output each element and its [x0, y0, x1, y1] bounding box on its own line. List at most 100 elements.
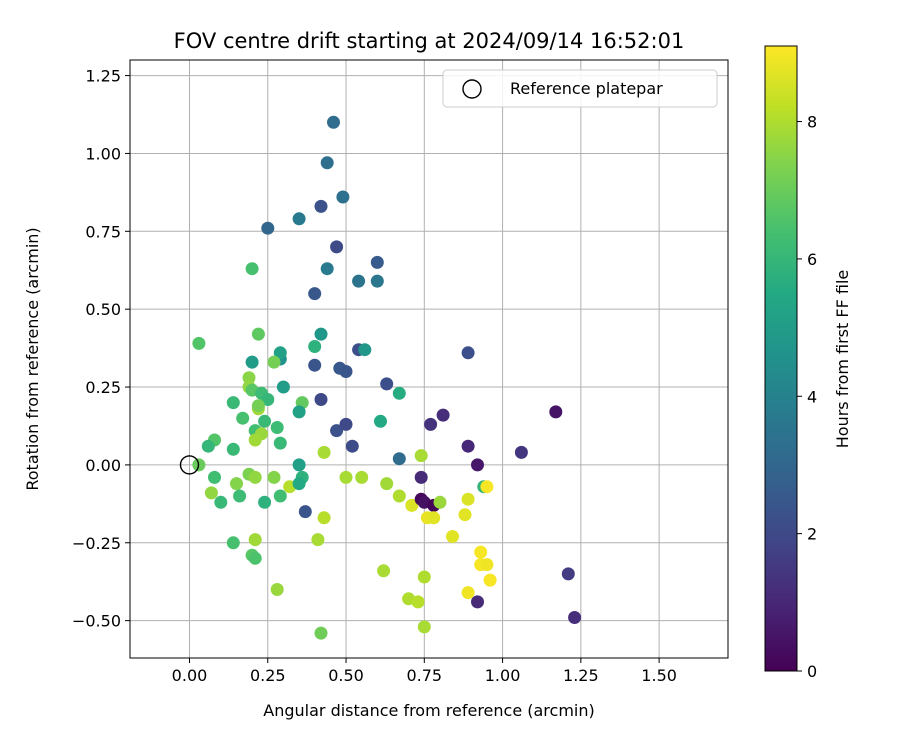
scatter-point: [480, 480, 494, 494]
scatter-point: [267, 470, 281, 484]
scatter-point: [314, 199, 328, 213]
scatter-point: [308, 287, 322, 301]
x-axis-label: Angular distance from reference (arcmin): [263, 701, 594, 720]
scatter-point: [292, 212, 306, 226]
scatter-point: [314, 327, 328, 341]
y-axis-label: Rotation from reference (arcmin): [23, 227, 42, 490]
x-axis-ticks: 0.00 0.25 0.50 0.75 1.00 1.25 1.50: [172, 658, 677, 685]
y-tick-label: 1.25: [85, 67, 121, 86]
scatter-point: [245, 355, 259, 369]
scatter-point: [461, 492, 475, 506]
scatter-point: [336, 190, 350, 204]
y-axis-ticks: −0.50 −0.25 0.00 0.25 0.50 0.75 1.00 1.25: [72, 67, 130, 631]
scatter-point: [355, 470, 369, 484]
scatter-point: [214, 495, 228, 509]
y-tick-label: 0.00: [85, 456, 121, 475]
y-tick-label: 1.00: [85, 144, 121, 163]
y-tick-label: 0.75: [85, 222, 121, 241]
colorbar-tick-label: 2: [807, 525, 817, 544]
scatter-point: [192, 336, 206, 350]
scatter-point: [411, 595, 425, 609]
colorbar-gradient: [764, 45, 798, 672]
scatter-point: [226, 536, 240, 550]
scatter-point: [314, 393, 328, 406]
scatter-point: [339, 365, 353, 378]
scatter-point: [226, 442, 240, 456]
scatter-point: [201, 439, 215, 453]
scatter-point: [258, 495, 272, 509]
scatter-point: [370, 274, 384, 288]
scatter-point: [311, 533, 325, 547]
scatter-point: [374, 414, 387, 428]
scatter-point: [345, 439, 359, 453]
scatter-point: [461, 439, 475, 453]
scatter-point: [380, 377, 394, 391]
scatter-point: [308, 340, 322, 353]
plot-frame: [129, 59, 729, 659]
scatter-point: [461, 346, 475, 360]
scatter-point: [392, 489, 406, 503]
x-tick-label: 0.75: [406, 666, 442, 685]
x-tick-label: 1.50: [641, 666, 677, 685]
scatter-point: [242, 371, 256, 385]
colorbar-label: Hours from first FF file: [833, 270, 852, 449]
scatter-point: [483, 573, 497, 587]
legend: Reference platepar: [442, 69, 718, 108]
scatter-point: [561, 567, 575, 581]
scatter-point: [233, 489, 247, 503]
legend-label: Reference platepar: [510, 79, 663, 98]
colorbar-tick-label: 0: [807, 662, 817, 681]
scatter-point: [330, 424, 344, 438]
colorbar-tick-label: 8: [807, 113, 817, 132]
scatter-point: [314, 626, 328, 640]
scatter-point: [414, 470, 428, 484]
colorbar: 0 2 4 6 8 Hours from first FF file: [764, 45, 852, 681]
scatter-point: [424, 417, 438, 431]
scatter-point: [474, 545, 488, 559]
scatter-point: [392, 386, 406, 400]
scatter-point: [236, 411, 250, 425]
y-tick-label: 0.50: [85, 300, 121, 319]
scatter-point: [251, 399, 265, 413]
colorbar-tick-label: 6: [807, 250, 817, 269]
scatter-point: [392, 452, 406, 466]
colorbar-tick-label: 4: [807, 387, 817, 406]
scatter-point: [417, 620, 431, 634]
scatter-point: [261, 221, 275, 235]
x-tick-label: 0.50: [328, 666, 364, 685]
scatter-point: [568, 611, 582, 624]
colorbar-ticks: 0 2 4 6 8: [797, 113, 817, 681]
scatter-point: [258, 414, 272, 428]
x-tick-label: 0.00: [172, 666, 208, 685]
scatter-point: [414, 449, 428, 463]
scatter-point: [226, 396, 240, 410]
scatter-point: [248, 433, 262, 447]
scatter-point: [245, 262, 259, 276]
scatter-point: [339, 470, 353, 484]
scatter-point: [273, 489, 287, 503]
scatter-point: [230, 477, 243, 491]
scatter-point: [292, 477, 306, 491]
scatter-point: [433, 495, 447, 509]
scatter-point: [514, 445, 528, 459]
scatter-point: [248, 470, 262, 484]
scatter-point: [471, 595, 484, 609]
scatter-point: [352, 274, 366, 288]
scatter-point: [208, 470, 221, 484]
scatter-point: [370, 255, 384, 269]
scatter-point: [317, 511, 331, 525]
scatter-point: [377, 564, 391, 578]
scatter-point: [270, 583, 284, 596]
scatter-point: [261, 393, 275, 406]
scatter-point: [471, 458, 484, 472]
scatter-point: [549, 405, 563, 419]
scatter-point: [405, 498, 419, 512]
scatter-point: [320, 156, 334, 170]
scatter-point: [446, 530, 459, 543]
scatter-point: [339, 417, 353, 431]
scatter-point: [330, 240, 344, 254]
scatter-point: [461, 586, 475, 600]
scatter-point: [358, 343, 372, 357]
scatter-point: [308, 358, 322, 372]
